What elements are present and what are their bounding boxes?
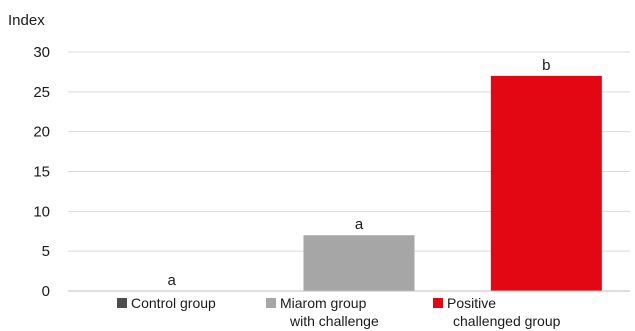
y-axis-label: Index: [8, 12, 45, 29]
legend-label: Positive: [447, 295, 496, 311]
legend-swatch: [266, 298, 276, 308]
bar-data-label: a: [355, 216, 364, 233]
y-tick-label: 30: [33, 44, 50, 61]
y-axis-ticks: 0 5 10 15 20 25 30: [33, 44, 50, 300]
legend-label: with challenge: [289, 313, 379, 329]
y-tick-label: 0: [42, 283, 50, 300]
legend: Control group Miarom group with challenge P…: [117, 295, 561, 329]
bar-labels: a a b: [167, 57, 550, 289]
y-tick-label: 15: [33, 164, 50, 181]
y-tick-label: 10: [33, 203, 50, 220]
y-tick-label: 25: [33, 84, 50, 101]
y-tick-label: 5: [42, 243, 50, 260]
bars: [303, 75, 602, 292]
legend-swatch: [117, 298, 127, 308]
y-tick-label: 20: [33, 124, 50, 141]
legend-label: Control group: [131, 295, 216, 311]
legend-label: challenged group: [453, 313, 561, 329]
bar-data-label: b: [542, 57, 550, 74]
legend-label: Miarom group: [280, 295, 367, 311]
bar: [490, 75, 602, 292]
bar: [303, 235, 415, 291]
legend-swatch: [433, 298, 443, 308]
bar-data-label: a: [167, 272, 176, 289]
